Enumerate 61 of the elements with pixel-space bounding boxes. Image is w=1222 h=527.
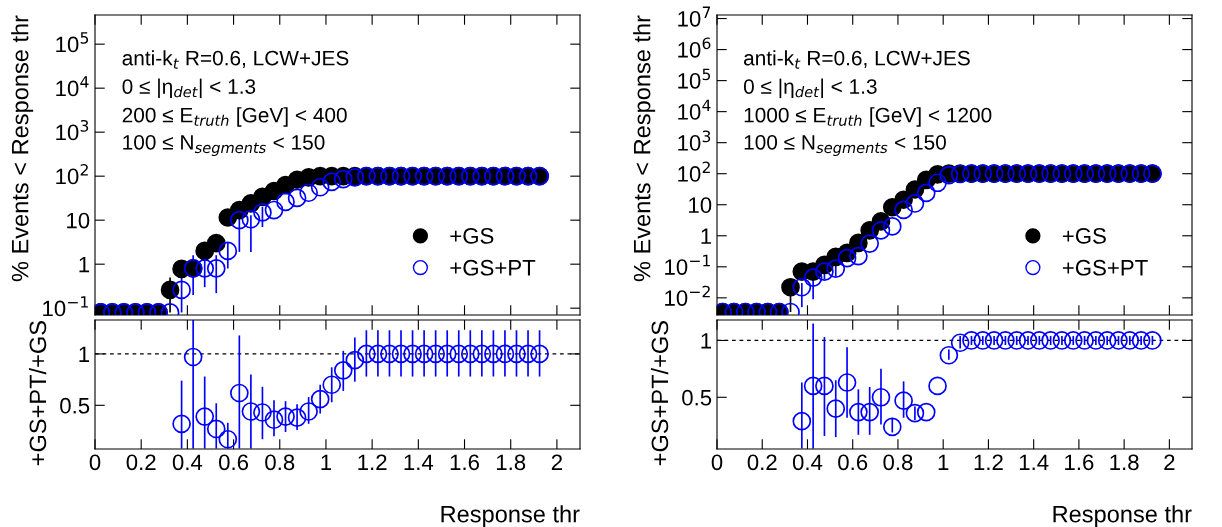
x-tick-label: 0.8: [883, 454, 913, 471]
legend-label: +GS+PT: [450, 259, 536, 276]
x-tick-label: 1.2: [358, 454, 387, 470]
x-tick-label: 1.8: [496, 454, 526, 471]
y-tick-label: 10$^{2}$: [678, 161, 710, 182]
y-tick-label: 10$^{3}$: [678, 130, 711, 151]
y-tick-label: 1: [79, 346, 90, 362]
x-tick-label: 1.6: [450, 454, 479, 471]
x-tick-label: 1: [938, 454, 949, 470]
legend-label: +GS+PT: [1062, 259, 1148, 276]
annotation: anti-k$_{t}$ R=0.6, LCW+JES: [122, 50, 349, 69]
x-tick-label: 0.6: [219, 454, 249, 471]
x-tick-label: 0.4: [172, 454, 203, 471]
y-axis-title: +GS+PT/+GS: [28, 321, 47, 466]
y-tick-label: 10$^{5}$: [56, 32, 89, 53]
x-tick-label: 0: [711, 454, 723, 471]
y-tick-label: 10$^{4}$: [56, 76, 89, 97]
y-tick-label: 10: [67, 212, 90, 229]
y-tick-label: 10$^{−1}$: [43, 296, 88, 317]
y-tick-label: 10$^{7}$: [678, 6, 711, 27]
y-tick-label: 10$^{−2}$: [665, 285, 710, 306]
x-tick-label: 1: [321, 454, 332, 470]
x-axis-title: Response thr: [441, 505, 580, 527]
annotation: 0 ≤ |η$_{det}$| < 1.3: [743, 78, 877, 99]
y-tick-label: 10: [689, 197, 712, 214]
x-tick-label: 2: [1164, 454, 1175, 470]
x-tick-label: 1.4: [1019, 454, 1049, 470]
x-tick-label: 0.4: [792, 454, 823, 471]
annotation: 100 ≤ N$_{segments}$ < 150: [123, 134, 325, 156]
legend-label: +GS: [450, 228, 494, 244]
y-tick-label: 10$^{5}$: [678, 68, 711, 89]
legend-label: +GS: [1062, 228, 1106, 244]
x-tick-label: 1.2: [974, 454, 1003, 470]
x-tick-label: 1.8: [1110, 454, 1139, 471]
y-tick-label: 10$^{4}$: [678, 99, 711, 120]
annotation: 1000 ≤ E$_{truth}$ [GeV] < 1200: [744, 107, 992, 127]
x-tick-label: 0.8: [265, 454, 295, 471]
annotation: 0 ≤ |η$_{det}$| < 1.3: [122, 78, 256, 99]
y-tick-label: 10$^{2}$: [56, 164, 88, 185]
x-tick-label: 0.2: [747, 454, 777, 471]
annotation: 100 ≤ N$_{segments}$ < 150: [744, 134, 946, 156]
y-tick-label: 10$^{−1}$: [665, 254, 710, 275]
y-tick-label: 1: [79, 256, 90, 273]
annotation: 200 ≤ E$_{truth}$ [GeV] < 400: [122, 107, 347, 127]
y-axis-title: +GS+PT/+GS: [650, 321, 669, 466]
x-tick-label: 0.6: [838, 454, 868, 471]
y-tick-label: 0.5: [60, 397, 90, 414]
y-axis-title: % Events < Response thr: [633, 15, 656, 282]
y-tick-label: 0.5: [682, 389, 712, 406]
y-tick-label: 1: [701, 333, 712, 349]
y-tick-label: 1: [701, 228, 712, 244]
x-tick-label: 0.2: [126, 454, 156, 471]
x-tick-label: 1.4: [404, 454, 434, 470]
y-tick-label: 10$^{3}$: [56, 120, 89, 141]
annotation: anti-k$_{t}$ R=0.6, LCW+JES: [744, 50, 970, 69]
y-tick-label: 10$^{6}$: [678, 37, 711, 58]
y-axis-title: % Events < Response thr: [11, 15, 34, 282]
x-axis-title: Response thr: [1053, 505, 1192, 527]
x-tick-label: 0: [89, 454, 101, 471]
x-tick-label: 1.6: [1065, 454, 1094, 471]
x-tick-label: 2: [551, 454, 562, 470]
